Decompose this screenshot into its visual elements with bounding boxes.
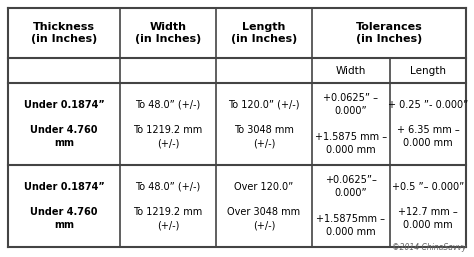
Text: Length
(in Inches): Length (in Inches)	[231, 22, 297, 44]
Text: Width
(in Inches): Width (in Inches)	[135, 22, 201, 44]
Text: + 0.25 ”- 0.000”

+ 6.35 mm –
0.000 mm: + 0.25 ”- 0.000” + 6.35 mm – 0.000 mm	[388, 100, 468, 148]
Text: Length: Length	[410, 66, 446, 76]
Text: To 120.0” (+/-)

To 3048 mm
(+/-): To 120.0” (+/-) To 3048 mm (+/-)	[228, 100, 300, 148]
Text: Thickness
(in Inches): Thickness (in Inches)	[31, 22, 97, 44]
Text: +0.0625”–
0.000”

+1.5875mm –
0.000 mm: +0.0625”– 0.000” +1.5875mm – 0.000 mm	[317, 175, 385, 237]
Text: To 48.0” (+/-)

To 1219.2 mm
(+/-): To 48.0” (+/-) To 1219.2 mm (+/-)	[133, 100, 202, 148]
Text: To 48.0” (+/-)

To 1219.2 mm
(+/-): To 48.0” (+/-) To 1219.2 mm (+/-)	[133, 182, 202, 230]
Text: Under 0.1874”

Under 4.760
mm: Under 0.1874” Under 4.760 mm	[24, 182, 104, 230]
Text: +0.5 ”– 0.000”

+12.7 mm –
0.000 mm: +0.5 ”– 0.000” +12.7 mm – 0.000 mm	[392, 182, 464, 230]
Text: Under 0.1874”

Under 4.760
mm: Under 0.1874” Under 4.760 mm	[24, 100, 104, 148]
Text: Tolerances
(in Inches): Tolerances (in Inches)	[356, 22, 422, 44]
Text: Over 120.0”

Over 3048 mm
(+/-): Over 120.0” Over 3048 mm (+/-)	[228, 182, 301, 230]
Text: ©2014 ChinaSavvy: ©2014 ChinaSavvy	[392, 243, 466, 252]
Text: Width: Width	[336, 66, 366, 76]
Text: +0.0625” –
0.000”

+1.5875 mm –
0.000 mm: +0.0625” – 0.000” +1.5875 mm – 0.000 mm	[315, 93, 387, 155]
